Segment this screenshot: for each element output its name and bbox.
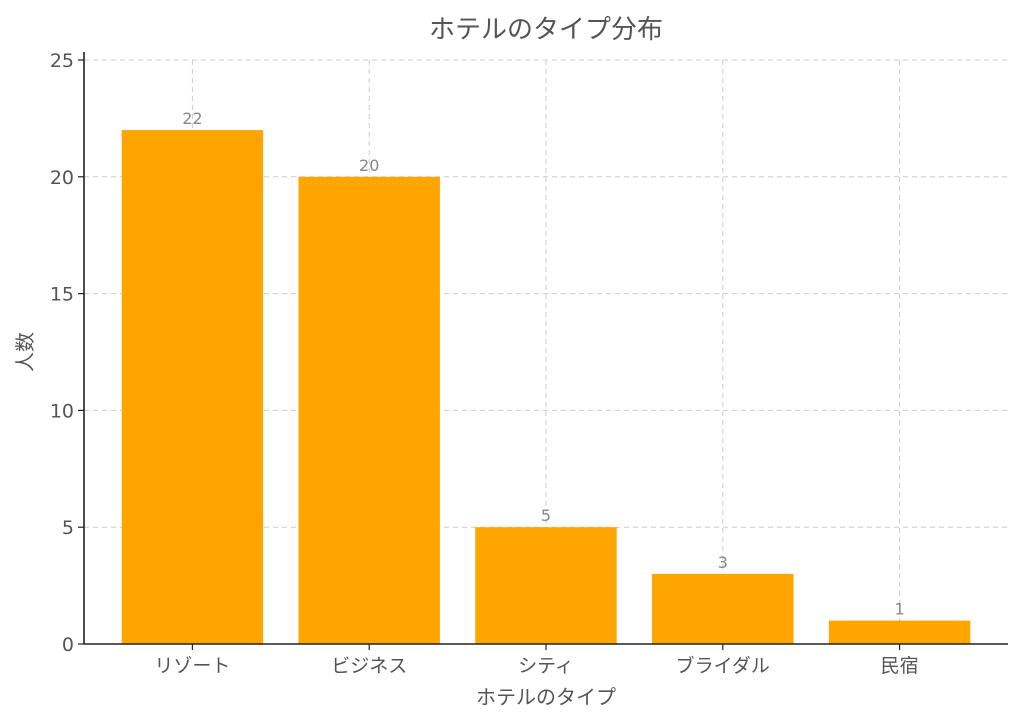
bar-value-label: 1 <box>895 600 905 619</box>
y-tick-label: 25 <box>50 50 74 72</box>
bar-4 <box>652 573 794 644</box>
y-tick-label: 5 <box>62 517 74 539</box>
x-tick-label: 民宿 <box>881 655 919 677</box>
y-axis-label: 人数 <box>13 332 37 372</box>
x-tick-label: シティ <box>518 655 574 677</box>
bar-value-label: 22 <box>182 109 202 128</box>
bar-3 <box>475 527 617 644</box>
chart-title: ホテルのタイプ分布 <box>429 15 663 45</box>
bars <box>121 130 971 645</box>
bar-value-label: 3 <box>718 553 728 572</box>
y-tick-label: 10 <box>50 400 74 422</box>
y-tick-label: 15 <box>50 284 74 306</box>
y-tick-label: 20 <box>50 167 74 189</box>
y-tick-label: 0 <box>62 634 74 656</box>
bar-2 <box>298 176 440 645</box>
x-tick-label: リゾート <box>154 655 230 677</box>
bar-1 <box>121 130 264 644</box>
bar-5 <box>828 620 971 644</box>
bar-value-label: 5 <box>541 506 551 525</box>
x-tick-label: ブライダル <box>676 654 770 677</box>
x-axis-label: ホテルのタイプ <box>476 685 616 709</box>
bar-value-label: 20 <box>359 156 379 175</box>
data-labels: 22 20 5 3 1 <box>182 109 904 619</box>
x-tick-label: ビジネス <box>331 655 407 677</box>
